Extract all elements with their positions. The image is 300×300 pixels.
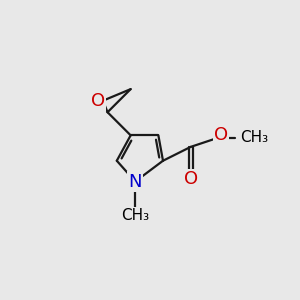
Text: O: O — [184, 170, 198, 188]
Text: O: O — [91, 92, 105, 110]
Text: CH₃: CH₃ — [121, 208, 149, 223]
Text: N: N — [128, 172, 142, 190]
Text: CH₃: CH₃ — [240, 130, 268, 145]
Text: O: O — [214, 126, 228, 144]
